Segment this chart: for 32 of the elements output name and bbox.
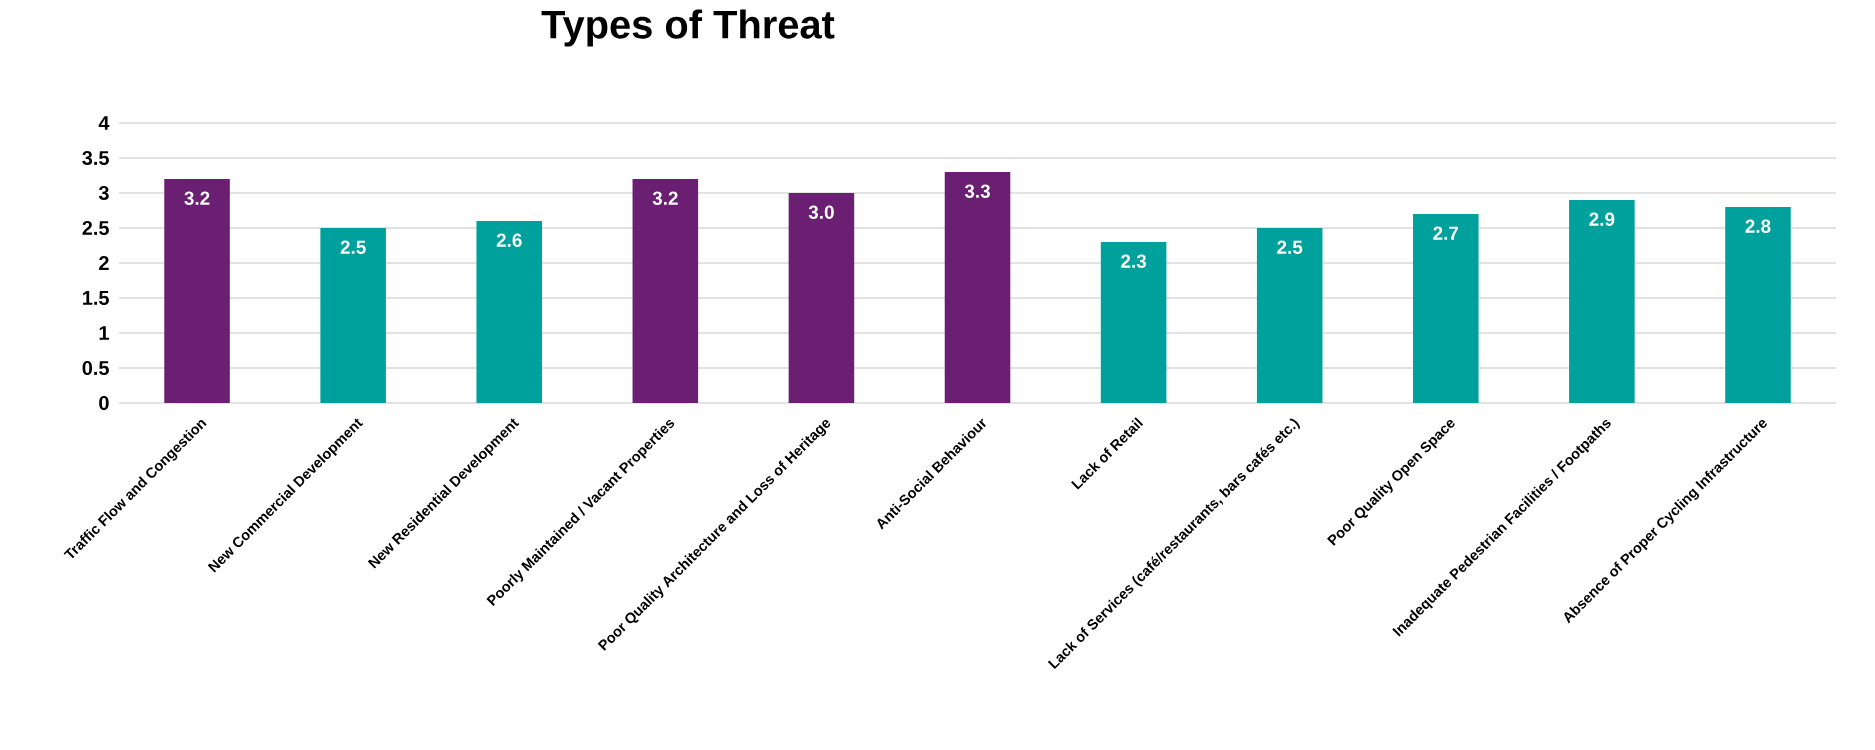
y-tick-label: 1 xyxy=(99,326,109,340)
bar xyxy=(1569,200,1635,403)
data-label: 2.5 xyxy=(1277,240,1303,254)
data-label: 3.3 xyxy=(964,184,990,198)
data-label: 3.2 xyxy=(184,191,210,205)
bar xyxy=(320,228,386,403)
y-tick-label: 3 xyxy=(98,185,109,201)
bar xyxy=(1413,214,1479,403)
data-label: 3.2 xyxy=(652,191,678,205)
y-tick-label: 0.5 xyxy=(82,360,109,376)
bar xyxy=(1256,228,1323,403)
y-tick-label: 1.5 xyxy=(83,291,109,305)
y-tick-label: 4 xyxy=(98,116,110,130)
bar xyxy=(164,179,230,403)
y-tick-label: 2.5 xyxy=(82,220,109,236)
bar xyxy=(788,193,855,403)
data-label: 2.3 xyxy=(1121,254,1147,268)
data-label: 2.9 xyxy=(1589,212,1615,226)
data-label: 2.7 xyxy=(1433,226,1459,240)
bar xyxy=(1100,242,1167,403)
chart-title: Types of Threat xyxy=(541,9,835,47)
y-tick-label: 0 xyxy=(99,395,109,411)
bar xyxy=(1725,207,1791,403)
bar xyxy=(476,221,543,403)
data-label: 3.0 xyxy=(808,205,834,219)
y-tick-label: 3.5 xyxy=(82,150,109,166)
data-label: 2.6 xyxy=(496,233,522,247)
y-tick-label: 2 xyxy=(99,256,109,270)
bar xyxy=(944,172,1011,403)
data-label: 2.5 xyxy=(340,240,366,254)
data-label: 2.8 xyxy=(1745,219,1771,233)
bar xyxy=(632,179,699,403)
